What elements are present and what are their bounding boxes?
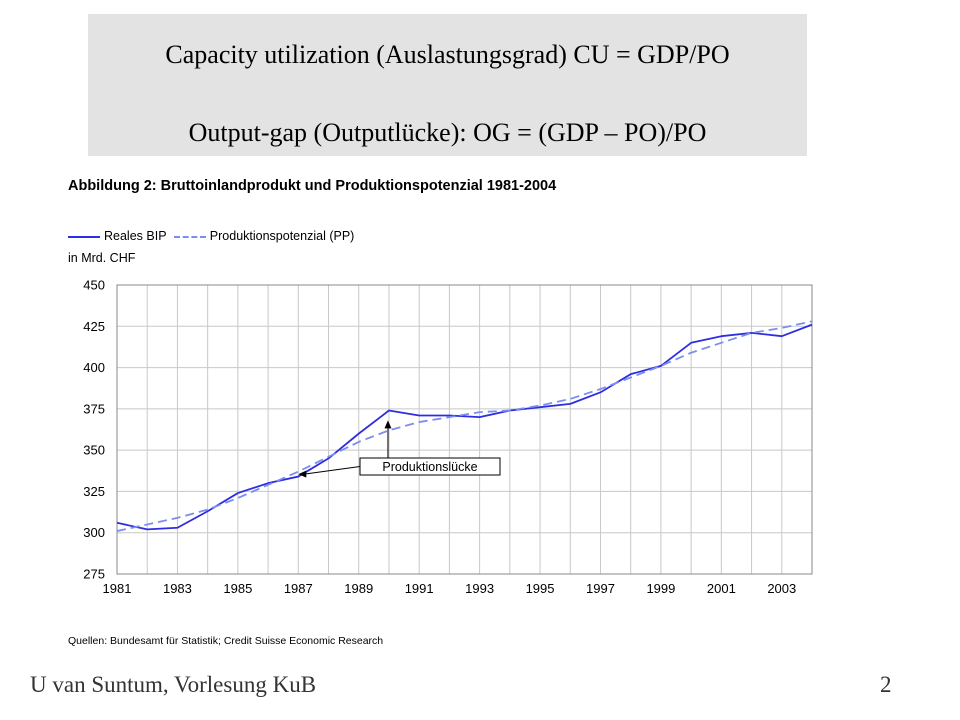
x-tick-label: 1997	[586, 581, 615, 596]
x-tick-label: 1987	[284, 581, 313, 596]
x-tick-label: 1983	[163, 581, 192, 596]
y-tick-label: 425	[83, 319, 105, 334]
chart-title: Abbildung 2: Bruttoinlandprodukt und Pro…	[68, 178, 557, 194]
legend-swatch-dashed	[173, 235, 206, 238]
legend-label-bip: Reales BIP	[104, 229, 167, 243]
annotation-label: Produktionslücke	[382, 460, 477, 474]
y-tick-label: 325	[83, 484, 105, 499]
y-tick-label: 300	[83, 525, 105, 540]
legend-label-pp: Produktionspotenzial (PP)	[209, 229, 355, 243]
y-tick-label: 350	[83, 443, 105, 458]
legend-swatch-solid	[68, 235, 100, 238]
y-tick-label: 450	[83, 278, 105, 293]
x-tick-label: 1991	[405, 581, 434, 596]
x-tick-label: 1981	[103, 581, 132, 596]
x-tick-label: 2001	[707, 581, 736, 596]
chart-legend: Reales BIP Produktionspotenzial (PP)	[68, 229, 354, 243]
page-number: 2	[880, 672, 892, 697]
series-line-reales-bip	[116, 323, 813, 531]
source-note: Quellen: Bundesamt für Statistik; Credit…	[68, 635, 384, 647]
x-tick-label: 1999	[646, 581, 675, 596]
x-tick-label: 1989	[344, 581, 373, 596]
y-tick-label: 275	[83, 567, 105, 582]
x-tick-label: 1995	[526, 581, 555, 596]
unit-label: in Mrd. CHF	[68, 251, 136, 265]
annotation-arrow-left	[304, 466, 361, 475]
footer-author: U van Suntum, Vorlesung KuB	[30, 672, 317, 697]
x-tick-label: 1985	[223, 581, 252, 596]
annotation-arrowhead-left	[298, 470, 307, 478]
line-chart: 275 300 325 350 375 400 425 450 1981 1983 1985 1987…	[83, 278, 813, 596]
y-tick-label: 375	[83, 401, 105, 416]
formula-box: Capacity utilization (Auslastungsgrad) C…	[88, 14, 807, 156]
plot-frame	[116, 284, 813, 575]
annotation-arrowhead-up	[384, 420, 392, 429]
output-gap-formula: Output-gap (Outputlücke): OG = (GDP – PO…	[188, 118, 707, 147]
x-tick-label: 2003	[767, 581, 796, 596]
capacity-utilization-formula: Capacity utilization (Auslastungsgrad) C…	[165, 40, 730, 69]
x-tick-label: 1993	[465, 581, 494, 596]
y-tick-label: 400	[83, 360, 105, 375]
series-line-produktionspotenzial	[116, 320, 813, 532]
